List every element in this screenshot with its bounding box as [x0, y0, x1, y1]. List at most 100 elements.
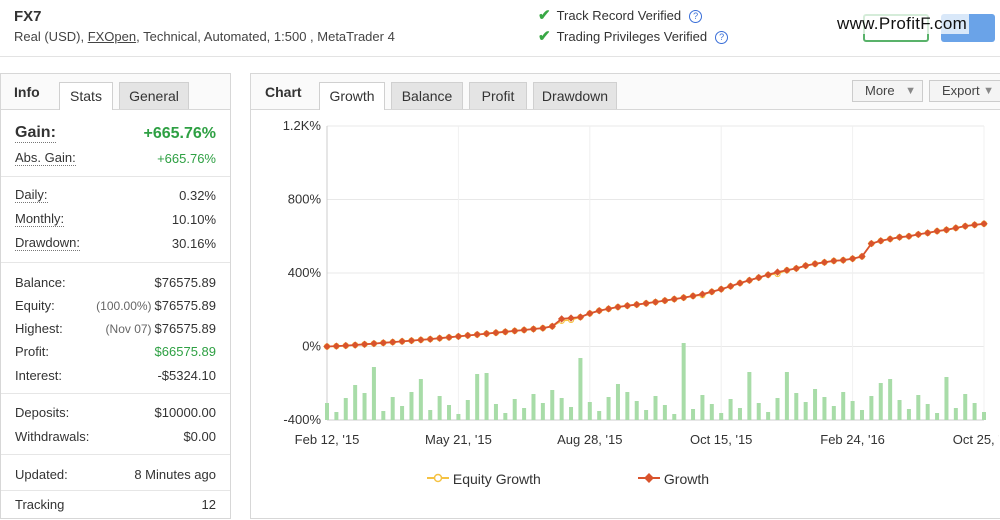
y-tick-label: 800% [288, 192, 322, 207]
growth-point [398, 337, 406, 346]
withdrawals-label: Withdrawals: [15, 429, 90, 444]
volume-bar [522, 408, 527, 420]
withdrawals-value: $0.00 [183, 429, 216, 444]
updated-label: Updated: [15, 467, 68, 482]
growth-point [539, 324, 547, 332]
chart-tabs: Chart Growth Balance Profit Drawdown Mor… [251, 74, 1000, 110]
legend-growth[interactable]: Growth [638, 471, 709, 487]
equity-growth-line [326, 223, 985, 348]
volume-bar [437, 396, 442, 420]
volume-bar [334, 412, 339, 420]
volume-bar [963, 394, 968, 420]
volume-bar [850, 401, 855, 420]
volume-bar [587, 402, 592, 420]
tab-profit[interactable]: Profit [469, 82, 527, 109]
monthly-label: Monthly: [15, 211, 65, 227]
check-icon: ✔ [538, 7, 551, 24]
help-icon[interactable]: ? [715, 31, 729, 44]
x-tick-label: May 21, '15 [425, 432, 492, 447]
volume-bar [512, 399, 517, 420]
volume-bar [775, 398, 780, 420]
growth-point [511, 327, 519, 335]
help-icon[interactable]: ? [689, 10, 703, 23]
highest-label: Highest: [15, 321, 63, 336]
abs-gain-row: Abs. Gain: +665.76% [15, 150, 216, 168]
tab-stats[interactable]: Stats [59, 82, 113, 110]
volume-bar [888, 379, 893, 420]
growth-point [464, 331, 472, 340]
tab-drawdown[interactable]: Drawdown [533, 82, 617, 109]
growth-chart[interactable]: 1.2K% 800% 400% 0% -400% Feb 12, '15 May 21, '… [251, 110, 999, 520]
daily-row: Daily: 0.32% [15, 187, 216, 205]
profit-label: Profit: [15, 344, 49, 359]
volume-bar [503, 413, 508, 420]
growth-point [877, 237, 885, 245]
highest-row: Highest: (Nov 07) $76575.89 [15, 320, 216, 338]
watermark: www.ProfitF.com [835, 8, 995, 42]
track-record-verified: ✔ Track Record Verified? [538, 6, 703, 24]
growth-point [961, 222, 969, 230]
volume-bar [709, 404, 714, 420]
growth-point [332, 342, 341, 350]
volume-bar [362, 393, 367, 420]
volume-bar [719, 413, 724, 420]
growth-point [783, 266, 791, 274]
account-description: Real (USD), FXOpen, Technical, Automated… [14, 29, 395, 44]
more-dropdown[interactable]: More ▼ [852, 80, 923, 102]
updated-row: Updated: 8 Minutes ago [15, 466, 216, 484]
tab-general[interactable]: General [119, 82, 189, 109]
volume-bar [578, 358, 583, 420]
volume-bar [550, 390, 555, 420]
growth-point [970, 221, 979, 229]
account-desc-prefix: Real (USD), [14, 29, 88, 44]
growth-point [586, 309, 594, 318]
volume-bar [569, 407, 574, 420]
volume-bar [428, 410, 433, 420]
volume-bar [803, 402, 808, 420]
volume-bar [794, 393, 799, 420]
growth-point [426, 335, 434, 343]
growth-point [895, 233, 904, 241]
info-title: Info [14, 84, 40, 100]
volume-bar [982, 412, 986, 420]
export-dropdown[interactable]: Export ▼ [929, 80, 1000, 102]
x-tick-label: Feb 12, '15 [295, 432, 360, 447]
volume-bar [897, 400, 902, 420]
gain-row: Gain: +665.76% [15, 123, 216, 145]
volume-bar [381, 411, 386, 420]
growth-point [820, 258, 829, 267]
deposits-value: $10000.00 [154, 405, 216, 420]
chart-title: Chart [265, 84, 302, 100]
y-tick-label: 0% [302, 339, 321, 354]
volume-bar [784, 372, 789, 420]
withdrawals-row: Withdrawals: $0.00 [15, 428, 216, 446]
drawdown-label: Drawdown: [15, 235, 81, 251]
volume-bar [916, 395, 921, 420]
tab-growth[interactable]: Growth [319, 82, 385, 110]
volume-bar [944, 377, 949, 420]
legend-equity[interactable]: Equity Growth [427, 471, 541, 487]
volume-bar [400, 406, 405, 420]
y-tick-label: 1.2K% [283, 118, 322, 133]
deposits-label: Deposits: [15, 405, 70, 420]
growth-point [501, 328, 510, 336]
tab-balance[interactable]: Balance [391, 82, 463, 109]
watermark-text: www.ProfitF.com [835, 14, 970, 34]
growth-point [529, 325, 538, 333]
abs-gain-value: +665.76% [157, 151, 216, 166]
growth-point [764, 271, 772, 279]
volume-bar [728, 399, 733, 420]
growth-point [980, 220, 988, 228]
volume-bar [465, 400, 470, 420]
growth-point [360, 340, 369, 348]
broker-link[interactable]: FXOpen [87, 29, 137, 44]
legend-equity-label: Equity Growth [452, 471, 541, 487]
tracking-row: Tracking 12 [15, 496, 216, 514]
volume-bar [353, 385, 358, 420]
growth-point [942, 226, 951, 234]
y-tick-label: 400% [288, 265, 322, 280]
equity-percent: (100.00%) [96, 299, 152, 313]
volume-bar [606, 397, 611, 420]
more-label: More [865, 83, 895, 98]
growth-point [407, 336, 416, 345]
